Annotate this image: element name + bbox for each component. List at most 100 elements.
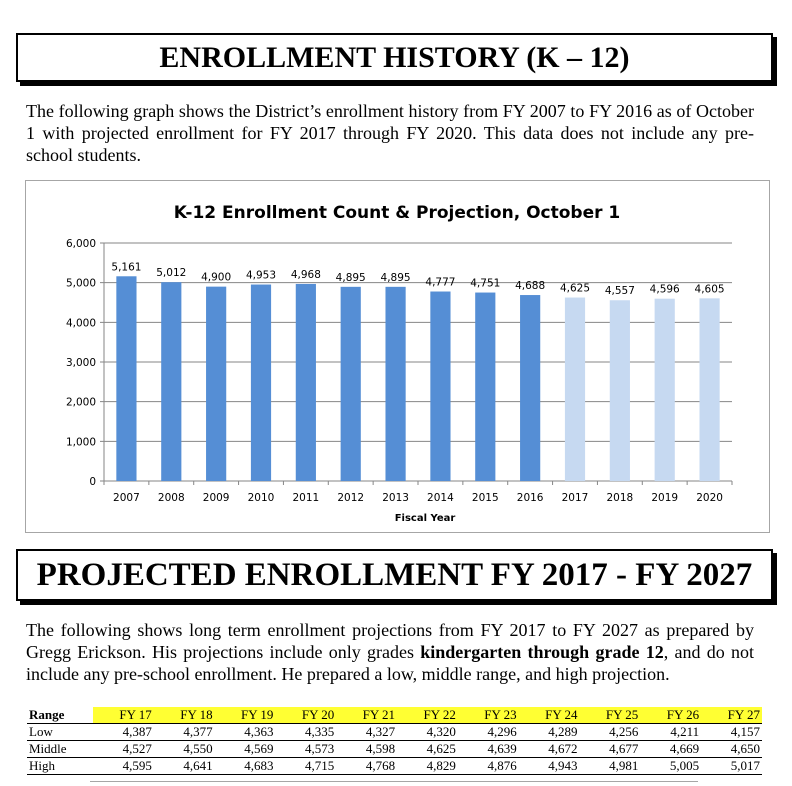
data-label-2012: 4,895 xyxy=(336,272,366,284)
data-label-2018: 4,557 xyxy=(605,285,635,297)
table-cell: 4,289 xyxy=(518,723,580,741)
x-tick-label-2015: 2015 xyxy=(472,492,499,504)
enrollment-chart-svg: K-12 Enrollment Count & Projection, Octo… xyxy=(66,203,733,524)
table-cell: 4,363 xyxy=(214,723,276,741)
table-cell: FY 22 xyxy=(397,707,458,724)
y-tick-label: 1,000 xyxy=(66,436,96,448)
table-cell: 4,327 xyxy=(336,723,398,741)
table-cell: 4,157 xyxy=(701,723,762,741)
table-cell: 5,005 xyxy=(640,757,702,775)
table-cell: FY 27 xyxy=(701,707,762,724)
bar-2011 xyxy=(295,283,316,481)
projection-paragraph: The following shows long term enrollment… xyxy=(26,619,754,685)
table-cell: 4,683 xyxy=(214,757,276,775)
data-label-2015: 4,751 xyxy=(470,278,500,290)
data-label-2008: 5,012 xyxy=(156,267,186,279)
table-header-row: Range FY 17 FY 18 FY 19 FY 20 FY 21 FY 22 FY 23… xyxy=(27,707,762,724)
x-tick-label-2016: 2016 xyxy=(517,492,544,504)
table-cell: 4,320 xyxy=(397,723,458,741)
table-cell: 4,550 xyxy=(153,740,215,758)
data-label-2010: 4,953 xyxy=(246,270,276,282)
table-cell: 4,768 xyxy=(336,757,398,775)
x-tick-label-2014: 2014 xyxy=(427,492,454,504)
table-cell: 4,943 xyxy=(518,757,580,775)
table-cell: 4,387 xyxy=(93,723,154,741)
chart-title: K-12 Enrollment Count & Projection, Octo… xyxy=(174,203,621,223)
enrollment-chart: K-12 Enrollment Count & Projection, Octo… xyxy=(25,180,770,533)
data-label-2013: 4,895 xyxy=(381,272,411,284)
table-cell: FY 24 xyxy=(518,707,580,724)
projection-text-end: , and do not include any pre-school enro… xyxy=(26,642,754,684)
table-cell: 4,335 xyxy=(275,723,337,741)
table-cell: 4,296 xyxy=(457,723,519,741)
table-cell: 4,641 xyxy=(153,757,215,775)
data-label-2020: 4,605 xyxy=(695,283,725,295)
projection-text-start: The following shows long term enrollment… xyxy=(26,620,754,662)
table-cell: 4,639 xyxy=(457,740,519,758)
table-cell: FY 25 xyxy=(579,707,641,724)
intro-paragraph: The following graph shows the District’s… xyxy=(26,101,754,165)
x-tick-label-2018: 2018 xyxy=(606,492,633,504)
bar-2014 xyxy=(430,291,451,481)
x-tick-label-2010: 2010 xyxy=(248,492,275,504)
section-header-enrollment-history: ENROLLMENT HISTORY (K – 12) xyxy=(16,33,773,82)
table-cell: FY 18 xyxy=(153,707,215,724)
bar-2008 xyxy=(161,282,182,481)
x-tick-label-2017: 2017 xyxy=(562,492,589,504)
table-cell: FY 23 xyxy=(457,707,519,724)
row-label: High xyxy=(27,757,93,775)
data-label-2009: 4,900 xyxy=(201,272,231,284)
bar-2010 xyxy=(250,284,272,481)
table-cell: 4,211 xyxy=(640,723,702,741)
table-cell: 4,377 xyxy=(153,723,215,741)
table-cell: 4,650 xyxy=(701,740,762,758)
row-label: Low xyxy=(27,723,93,741)
x-tick-label-2007: 2007 xyxy=(113,492,140,504)
x-tick-label-2011: 2011 xyxy=(292,492,319,504)
bar-2020 xyxy=(699,298,720,481)
x-tick-label-2019: 2019 xyxy=(651,492,678,504)
bar-2007 xyxy=(116,276,137,481)
projection-text-bold: kindergarten through grade 12 xyxy=(420,642,664,662)
divider-line xyxy=(90,781,698,782)
bar-2015 xyxy=(475,292,496,481)
table-cell: 4,677 xyxy=(579,740,641,758)
table-cell: FY 17 xyxy=(93,707,154,724)
row-label: Range xyxy=(27,707,93,724)
table-cell: 4,598 xyxy=(336,740,398,758)
section-header-projected-enrollment: PROJECTED ENROLLMENT FY 2017 - FY 2027 xyxy=(16,549,773,601)
table-cell: FY 19 xyxy=(214,707,276,724)
table-row: High 4,595 4,641 4,683 4,715 4,768 4,829 4,876 4… xyxy=(27,757,762,775)
bar-2016 xyxy=(520,295,541,481)
y-tick-label: 3,000 xyxy=(66,357,96,369)
data-label-2017: 4,625 xyxy=(560,283,590,295)
table-row: Middle 4,527 4,550 4,569 4,573 4,598 4,625 4,63… xyxy=(27,740,762,758)
x-tick-label-2012: 2012 xyxy=(337,492,364,504)
table-cell: 4,527 xyxy=(93,740,154,758)
table-row: Low 4,387 4,377 4,363 4,335 4,327 4,320 4,296 4,… xyxy=(27,723,762,741)
table-cell: FY 26 xyxy=(640,707,702,724)
x-tick-label-2009: 2009 xyxy=(203,492,230,504)
data-label-2007: 5,161 xyxy=(111,261,141,273)
table-cell: 4,625 xyxy=(397,740,458,758)
table-cell: 4,669 xyxy=(640,740,702,758)
table-cell: 4,715 xyxy=(275,757,337,775)
x-axis-label: Fiscal Year xyxy=(395,513,456,524)
table-cell: 4,876 xyxy=(457,757,519,775)
row-label: Middle xyxy=(27,740,93,758)
y-tick-label: 5,000 xyxy=(66,278,96,290)
bar-2013 xyxy=(385,286,406,481)
projection-table: Range FY 17 FY 18 FY 19 FY 20 FY 21 FY 22 FY 23… xyxy=(27,707,762,775)
table-cell: 4,569 xyxy=(214,740,276,758)
data-label-2016: 4,688 xyxy=(515,280,545,292)
table-cell: FY 21 xyxy=(336,707,398,724)
y-tick-label: 2,000 xyxy=(66,397,96,409)
y-tick-label: 0 xyxy=(89,476,96,488)
x-tick-label-2008: 2008 xyxy=(158,492,185,504)
table-cell: 4,595 xyxy=(93,757,154,775)
table-cell: 4,981 xyxy=(579,757,641,775)
table-cell: 4,573 xyxy=(275,740,337,758)
y-tick-label: 6,000 xyxy=(66,238,96,250)
y-tick-label: 4,000 xyxy=(66,317,96,329)
x-tick-label-2013: 2013 xyxy=(382,492,409,504)
